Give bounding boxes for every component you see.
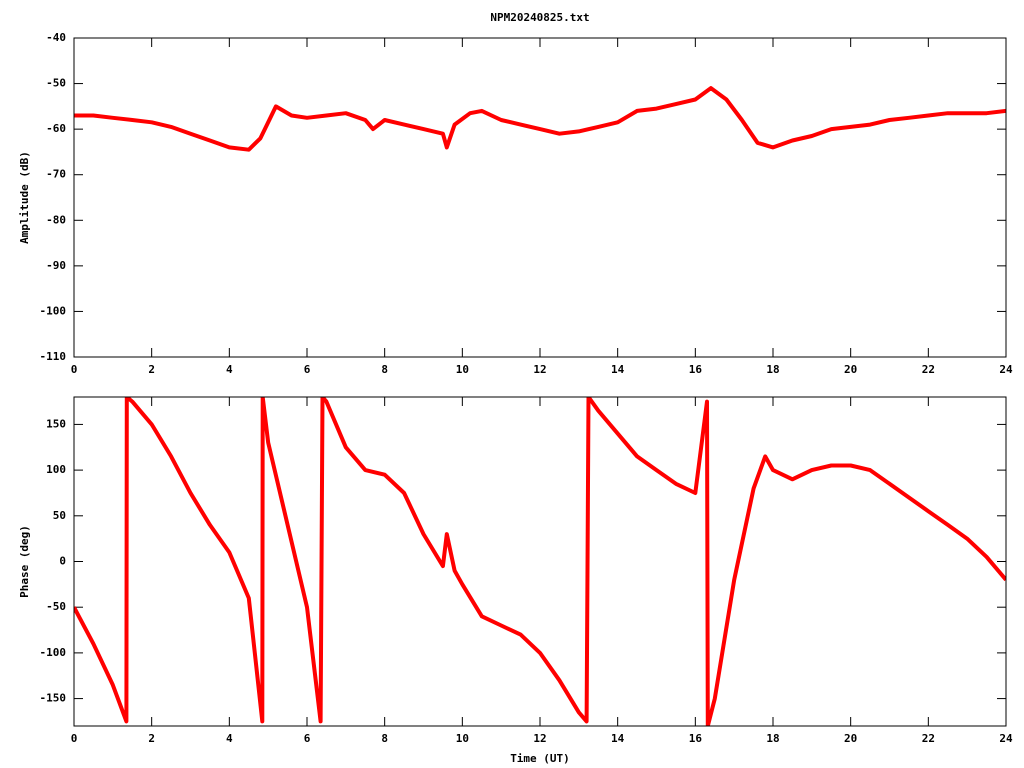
x-tick-label: 18 bbox=[766, 363, 779, 376]
x-tick-label: 14 bbox=[611, 363, 625, 376]
y-tick-label: -110 bbox=[40, 350, 67, 363]
y-tick-label: -80 bbox=[46, 213, 66, 226]
x-tick-label: 8 bbox=[381, 363, 388, 376]
y-tick-label: -40 bbox=[46, 31, 66, 44]
x-tick-label: 10 bbox=[456, 732, 469, 745]
y-tick-label: -100 bbox=[40, 304, 67, 317]
data-line bbox=[74, 397, 1006, 726]
y-tick-label: 150 bbox=[46, 417, 66, 430]
x-tick-label: 4 bbox=[226, 363, 233, 376]
x-tick-label: 6 bbox=[304, 732, 311, 745]
plot-border bbox=[73, 396, 1007, 727]
x-tick-label: 20 bbox=[844, 363, 857, 376]
y-tick-label: -90 bbox=[46, 259, 66, 272]
x-tick-label: 22 bbox=[922, 363, 935, 376]
x-tick-label: 14 bbox=[611, 732, 625, 745]
y-tick-label: 0 bbox=[59, 555, 66, 568]
plot-border bbox=[73, 37, 1007, 358]
y-tick-label: 50 bbox=[53, 509, 66, 522]
x-tick-label: 2 bbox=[148, 363, 155, 376]
x-tick-label: 4 bbox=[226, 732, 233, 745]
x-tick-label: 16 bbox=[689, 732, 703, 745]
chart-title: NPM20240825.txt bbox=[490, 11, 589, 24]
y-tick-label: -60 bbox=[46, 122, 66, 135]
x-tick-label: 18 bbox=[766, 732, 779, 745]
x-tick-label: 0 bbox=[71, 732, 78, 745]
x-axis-label: Time (UT) bbox=[510, 752, 570, 765]
y-tick-label: -150 bbox=[40, 692, 67, 705]
x-tick-label: 10 bbox=[456, 363, 469, 376]
y-tick-label: 100 bbox=[46, 463, 66, 476]
x-tick-label: 12 bbox=[533, 363, 546, 376]
y-tick-label: -50 bbox=[46, 77, 66, 90]
x-tick-label: 16 bbox=[689, 363, 703, 376]
y-axis-label: Amplitude (dB) bbox=[18, 151, 31, 244]
x-tick-label: 2 bbox=[148, 732, 155, 745]
x-tick-label: 24 bbox=[999, 363, 1013, 376]
x-tick-label: 6 bbox=[304, 363, 311, 376]
x-tick-label: 12 bbox=[533, 732, 546, 745]
x-tick-label: 8 bbox=[381, 732, 388, 745]
x-tick-label: 20 bbox=[844, 732, 857, 745]
y-tick-label: -70 bbox=[46, 168, 66, 181]
y-tick-label: -100 bbox=[40, 646, 67, 659]
y-axis-label: Phase (deg) bbox=[18, 525, 31, 598]
x-tick-label: 24 bbox=[999, 732, 1013, 745]
x-tick-label: 0 bbox=[71, 363, 78, 376]
x-tick-label: 22 bbox=[922, 732, 935, 745]
data-line bbox=[74, 86, 1006, 152]
y-tick-label: -50 bbox=[46, 600, 66, 613]
